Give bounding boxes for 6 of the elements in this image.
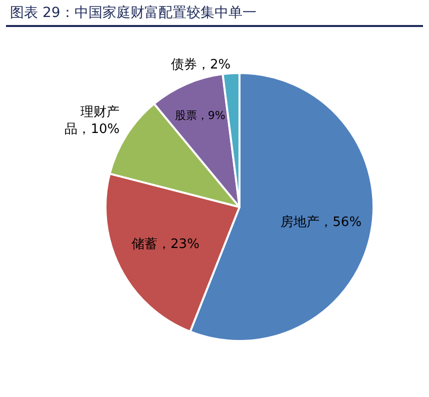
slice-label: 债券，2% — [170, 58, 231, 73]
slice-label: 理财产品，10% — [64, 104, 120, 137]
slice-label: 股票，9% — [174, 108, 226, 122]
slice-label: 房地产，56% — [280, 214, 362, 230]
slice-label: 储蓄，23% — [132, 237, 200, 252]
chart-title: 图表 29：中国家庭财富配置较集中单一 — [6, 4, 423, 27]
